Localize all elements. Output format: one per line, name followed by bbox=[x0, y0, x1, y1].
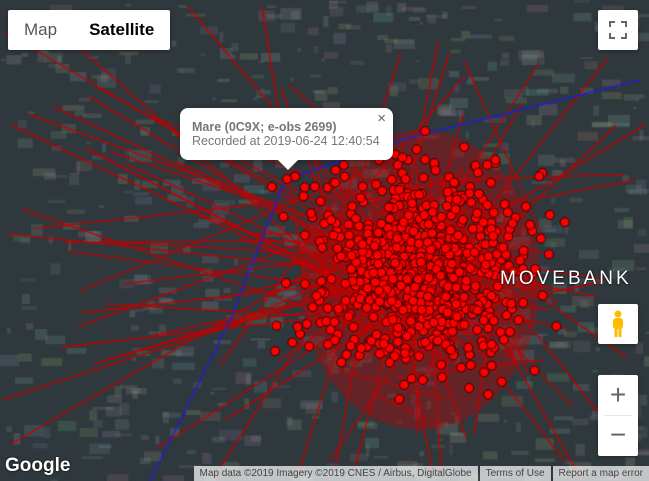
map-type-satellite-button[interactable]: Satellite bbox=[89, 20, 155, 39]
street-view-pegman[interactable] bbox=[598, 304, 638, 344]
info-window-title: Mare (0C9X; e-obs 2699) bbox=[192, 120, 337, 134]
close-icon[interactable]: × bbox=[377, 110, 386, 127]
report-map-error-link[interactable]: Report a map error bbox=[552, 466, 649, 481]
movebank-logo: MOVEBANK bbox=[500, 268, 632, 289]
terms-of-use-link[interactable]: Terms of Use bbox=[479, 466, 551, 481]
fullscreen-button[interactable] bbox=[598, 10, 638, 50]
fullscreen-icon bbox=[609, 21, 627, 39]
attribution-bar: Map data ©2019 Imagery ©2019 CNES / Airb… bbox=[192, 466, 649, 481]
map-type-control: Map Satellite bbox=[8, 10, 171, 50]
map-type-map-button[interactable]: Map bbox=[24, 20, 58, 39]
zoom-in-button[interactable]: + bbox=[609, 379, 627, 410]
map-data-attribution: Map data ©2019 Imagery ©2019 CNES / Airb… bbox=[193, 466, 478, 481]
zoom-out-button[interactable]: − bbox=[609, 419, 627, 450]
info-window-timestamp: Recorded at 2019-06-24 12:40:54 bbox=[192, 134, 380, 148]
zoom-divider bbox=[604, 415, 632, 416]
zoom-control: + − bbox=[598, 375, 638, 456]
info-window: Mare (0C9X; e-obs 2699) Recorded at 2019… bbox=[180, 108, 393, 170]
google-logo: Google bbox=[5, 455, 71, 476]
pegman-icon bbox=[613, 310, 623, 337]
